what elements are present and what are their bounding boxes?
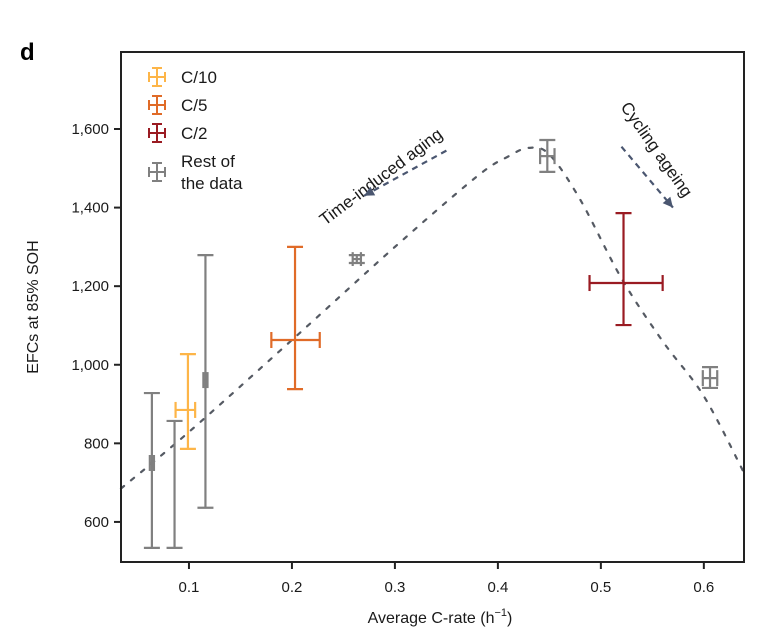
legend-label: C/5: [181, 96, 207, 115]
arrow-shaft: [363, 149, 447, 197]
y-tick-label: 800: [84, 435, 109, 452]
annotation-arrows: [363, 145, 674, 209]
annotation-arrow: [363, 149, 447, 197]
legend-label: C/10: [181, 68, 217, 87]
legend-entry: C/5: [148, 95, 207, 115]
arrow-head-icon: [662, 196, 673, 208]
data-point: [348, 252, 365, 266]
x-tick-label: 0.5: [590, 579, 611, 596]
series-c-5: [270, 245, 321, 391]
x-tick-label: 0.1: [179, 579, 200, 596]
legend-label: the data: [181, 174, 243, 193]
trend-curve-layer: [119, 146, 746, 490]
data-point: [588, 211, 664, 327]
x-axis-label-superscript: −1: [495, 607, 508, 619]
x-axis-label-suffix: ): [507, 610, 512, 627]
y-tick-label: 1,000: [71, 357, 109, 374]
annotation-arrow: [620, 145, 674, 209]
annotations: Time-induced aging Cycling ageing: [316, 98, 696, 229]
y-tick-label: 1,200: [71, 278, 109, 295]
x-axis-ticks: 0.1 0.2 0.3 0.4 0.5 0.6: [179, 562, 714, 596]
y-axis-label: EFCs at 85% SOH: [25, 240, 42, 373]
x-tick-label: 0.6: [693, 579, 714, 596]
data-point: [539, 138, 556, 173]
x-axis-label: Average C-rate (h−1): [368, 607, 513, 627]
data-point: [174, 353, 197, 450]
data-point: [143, 391, 160, 549]
legend-label: Rest of: [181, 152, 235, 171]
data-point: [701, 366, 719, 390]
series-c-10: [174, 353, 197, 450]
annotation-time-induced-aging: Time-induced aging: [316, 125, 446, 230]
panel-letter: d: [20, 39, 35, 66]
series-rest-of-the-data: [143, 138, 719, 549]
y-tick-label: 1,600: [71, 121, 109, 138]
y-axis-ticks: 600 800 1,000 1,200 1,400 1,600: [71, 121, 121, 531]
x-axis-label-main: Average C-rate (h: [368, 610, 495, 627]
trend-curve: [119, 146, 746, 490]
arrow-head-icon: [364, 186, 376, 196]
legend-entry: C/2: [148, 123, 207, 143]
axes-frame: [120, 51, 745, 563]
legend: C/10 C/5 C/2 Rest of the data: [148, 67, 243, 193]
x-tick-label: 0.2: [282, 579, 303, 596]
annotation-cycling-ageing: Cycling ageing: [617, 98, 697, 200]
plot-area: [119, 51, 746, 563]
data-point: [166, 419, 183, 549]
arrow-shaft: [620, 145, 674, 209]
x-tick-label: 0.3: [384, 579, 405, 596]
legend-entry: Rest of the data: [148, 152, 243, 193]
legend-entry: C/10: [148, 67, 217, 87]
legend-label: C/2: [181, 124, 207, 143]
data-point: [270, 245, 321, 391]
data-point: [197, 254, 214, 509]
data-points-layer: [143, 138, 719, 549]
x-tick-label: 0.4: [487, 579, 508, 596]
y-tick-label: 1,400: [71, 200, 109, 217]
y-tick-label: 600: [84, 514, 109, 531]
series-c-2: [588, 211, 664, 327]
